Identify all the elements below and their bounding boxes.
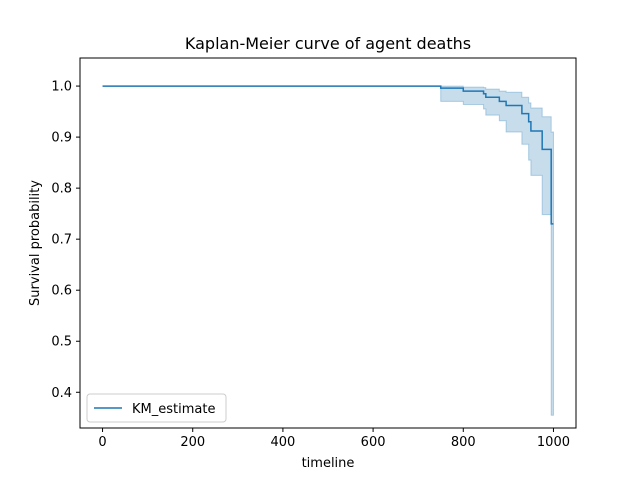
axes-frame <box>79 57 577 429</box>
x-axis-label: timeline <box>302 456 355 471</box>
y-tick-label: 0.7 <box>51 233 72 248</box>
y-tick-label: 0.4 <box>51 386 72 401</box>
y-tick-label: 1.0 <box>51 80 72 95</box>
x-tick-label: 1000 <box>537 435 570 450</box>
confidence-band-layer <box>102 85 554 416</box>
confidence-band <box>102 85 554 416</box>
x-tick-label: 800 <box>451 435 476 450</box>
y-axis-label: Survival probability <box>28 180 43 306</box>
legend-label-km-estimate: KM_estimate <box>132 402 215 417</box>
y-axis-ticks: 0.4 0.5 0.6 0.7 0.8 0.9 1.0 <box>51 80 80 401</box>
y-tick-label: 0.5 <box>51 335 72 350</box>
y-tick-label: 0.9 <box>51 131 72 146</box>
plot-area: 0 200 400 600 800 1000 0.4 0.5 0.6 0.7 0.8 0.9 1.0 <box>51 57 577 450</box>
x-tick-label: 200 <box>180 435 205 450</box>
x-tick-label: 400 <box>270 435 295 450</box>
y-tick-label: 0.6 <box>51 284 72 299</box>
legend-box <box>86 393 227 423</box>
survival-line-layer <box>102 85 554 225</box>
x-tick-label: 0 <box>98 435 106 450</box>
y-tick-label: 0.8 <box>51 182 72 197</box>
chart-title: Kaplan-Meier curve of agent deaths <box>185 34 471 53</box>
x-tick-label: 600 <box>361 435 386 450</box>
legend: KM_estimate <box>86 393 227 423</box>
x-axis-ticks: 0 200 400 600 800 1000 <box>98 428 570 450</box>
km-estimate-line <box>102 85 554 225</box>
